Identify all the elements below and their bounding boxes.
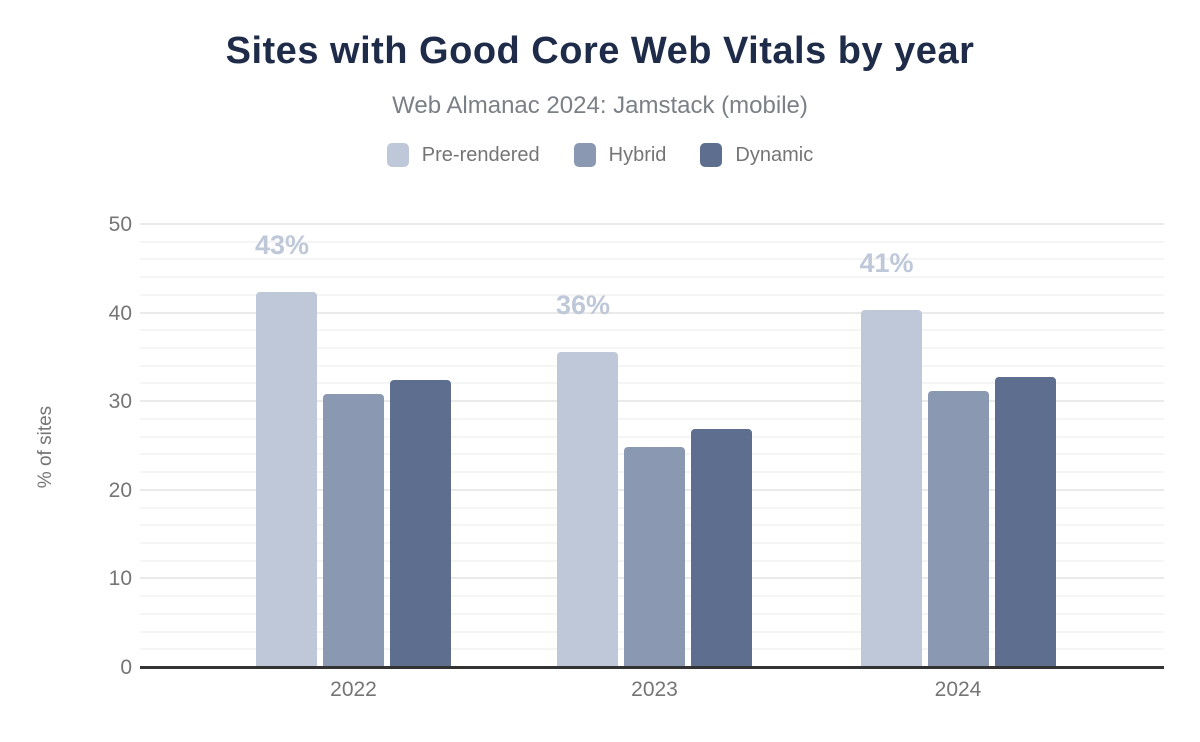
gridline bbox=[140, 293, 1164, 296]
y-tick-label: 50 bbox=[108, 213, 132, 236]
x-tick-label: 2022 bbox=[330, 678, 377, 701]
bar-hybrid-2022 bbox=[323, 394, 384, 667]
gridline bbox=[140, 417, 1164, 420]
gridline bbox=[140, 276, 1164, 279]
bar-value-label: 43% bbox=[255, 230, 310, 261]
gridline bbox=[140, 223, 1164, 225]
chart-title: Sites with Good Core Web Vitals by year bbox=[225, 30, 975, 72]
legend-label: Pre-rendered bbox=[421, 143, 540, 166]
gridline bbox=[140, 240, 1164, 243]
legend-label: Hybrid bbox=[608, 143, 667, 166]
legend-item-dynamic: Dynamic bbox=[700, 143, 813, 167]
gridline bbox=[140, 435, 1164, 438]
bar-pre-rendered-2023 bbox=[557, 352, 618, 667]
y-tick-label: 40 bbox=[108, 301, 132, 325]
x-axis-line bbox=[140, 666, 1164, 669]
y-tick-label: 10 bbox=[108, 567, 132, 591]
legend-swatch-icon bbox=[573, 143, 596, 167]
y-tick-label: 30 bbox=[108, 390, 132, 414]
bar-value-label: 41% bbox=[859, 247, 914, 278]
legend-item-hybrid: Hybrid bbox=[573, 143, 667, 167]
legend-item-pre-rendered: Pre-rendered bbox=[386, 143, 540, 167]
y-tick-label: 20 bbox=[108, 478, 132, 502]
gridline bbox=[140, 400, 1164, 403]
x-tick-label: 2023 bbox=[631, 678, 678, 701]
gridline bbox=[140, 311, 1164, 314]
legend-swatch-icon bbox=[386, 143, 409, 167]
bar-pre-rendered-2024 bbox=[860, 309, 922, 667]
gridline bbox=[140, 329, 1164, 332]
bar-dynamic-2023 bbox=[691, 428, 752, 667]
gridline bbox=[140, 258, 1164, 261]
legend-swatch-icon bbox=[700, 143, 723, 167]
bar-value-label: 36% bbox=[556, 290, 611, 321]
chart-subtitle: Web Almanac 2024: Jamstack (mobile) bbox=[392, 92, 808, 119]
gridline bbox=[140, 364, 1164, 367]
bar-dynamic-2022 bbox=[390, 379, 451, 667]
gridline bbox=[140, 382, 1164, 385]
legend: Pre-rendered Hybrid Dynamic bbox=[0, 143, 1200, 167]
x-tick-label: 2024 bbox=[934, 678, 982, 701]
gridline bbox=[140, 347, 1164, 350]
bar-dynamic-2024 bbox=[994, 377, 1056, 667]
legend-label: Dynamic bbox=[735, 143, 814, 166]
bar-pre-rendered-2022 bbox=[256, 292, 317, 667]
bar-hybrid-2024 bbox=[927, 391, 989, 667]
bar-hybrid-2023 bbox=[624, 447, 685, 667]
y-tick-label: 0 bbox=[120, 656, 132, 679]
